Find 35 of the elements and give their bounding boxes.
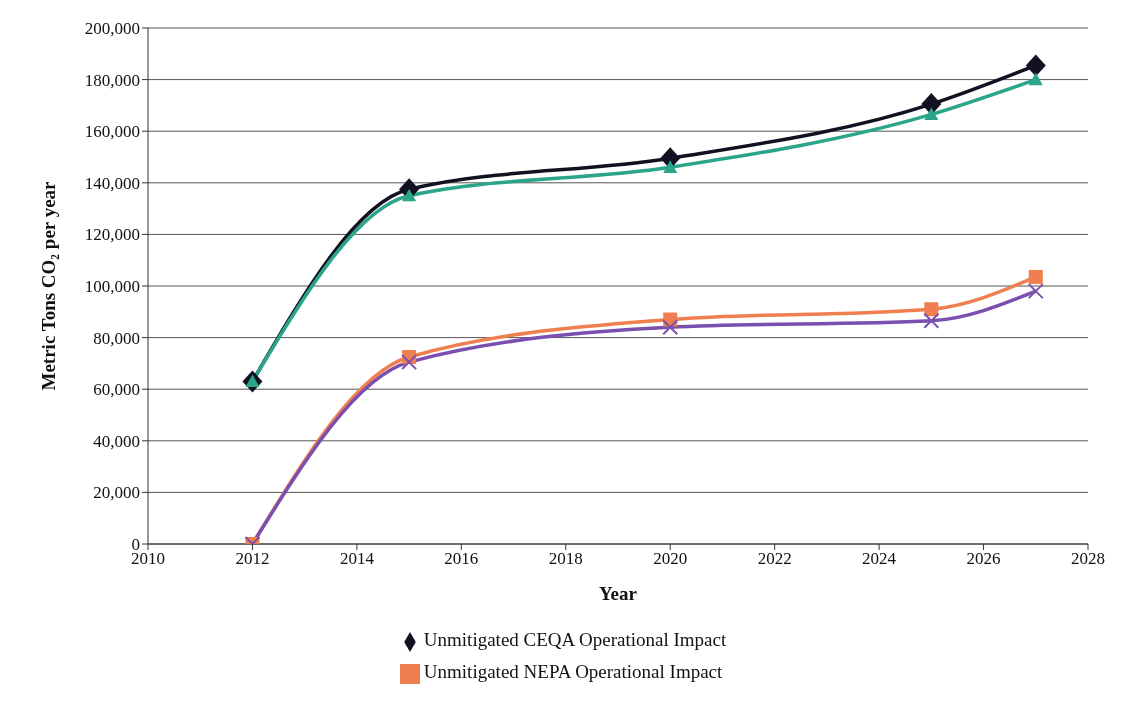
point — [402, 188, 417, 202]
x-tick-label: 2010 — [131, 549, 165, 569]
legend-label: Unmitigated NEPA Operational Impact — [423, 661, 723, 682]
x-tick-label: 2026 — [966, 549, 1001, 569]
x-axis-title: Year — [599, 583, 638, 604]
point — [663, 160, 678, 173]
point — [1027, 283, 1044, 300]
point — [662, 319, 679, 336]
x-tick-label: 2022 — [757, 549, 792, 569]
point — [1025, 54, 1046, 77]
point — [924, 302, 939, 317]
y-tick-label: 40,000 — [93, 431, 140, 451]
x-tick-label: 2014 — [339, 549, 375, 569]
x-tick-label: 2024 — [862, 549, 897, 569]
y-tick-label: 160,000 — [84, 122, 140, 142]
y-tick-label: 120,000 — [84, 225, 140, 245]
point — [923, 312, 940, 329]
y-tick-label: 180,000 — [84, 70, 140, 90]
x-tick-label: 2028 — [1071, 549, 1105, 569]
legend-label: Unmitigated CEQA Operational Impact — [423, 629, 727, 650]
x-tick-label: 2012 — [235, 549, 270, 569]
y-axis-title: Metric Tons CO₂ per year — [37, 180, 59, 391]
x-tick-label: 2018 — [548, 549, 583, 569]
point — [401, 354, 418, 371]
y-tick-label: 60,000 — [93, 380, 140, 400]
point — [924, 107, 939, 121]
point — [1028, 269, 1043, 284]
y-tick-label: 20,000 — [93, 483, 140, 503]
y-tick-label: 200,000 — [84, 19, 140, 39]
y-tick-label: 140,000 — [84, 173, 140, 193]
x-tick-label: 2016 — [444, 549, 479, 569]
y-tick-label: 100,000 — [84, 277, 140, 297]
point — [1028, 72, 1043, 86]
x-tick-label: 2020 — [653, 549, 688, 569]
y-tick-label: 80,000 — [93, 328, 140, 348]
